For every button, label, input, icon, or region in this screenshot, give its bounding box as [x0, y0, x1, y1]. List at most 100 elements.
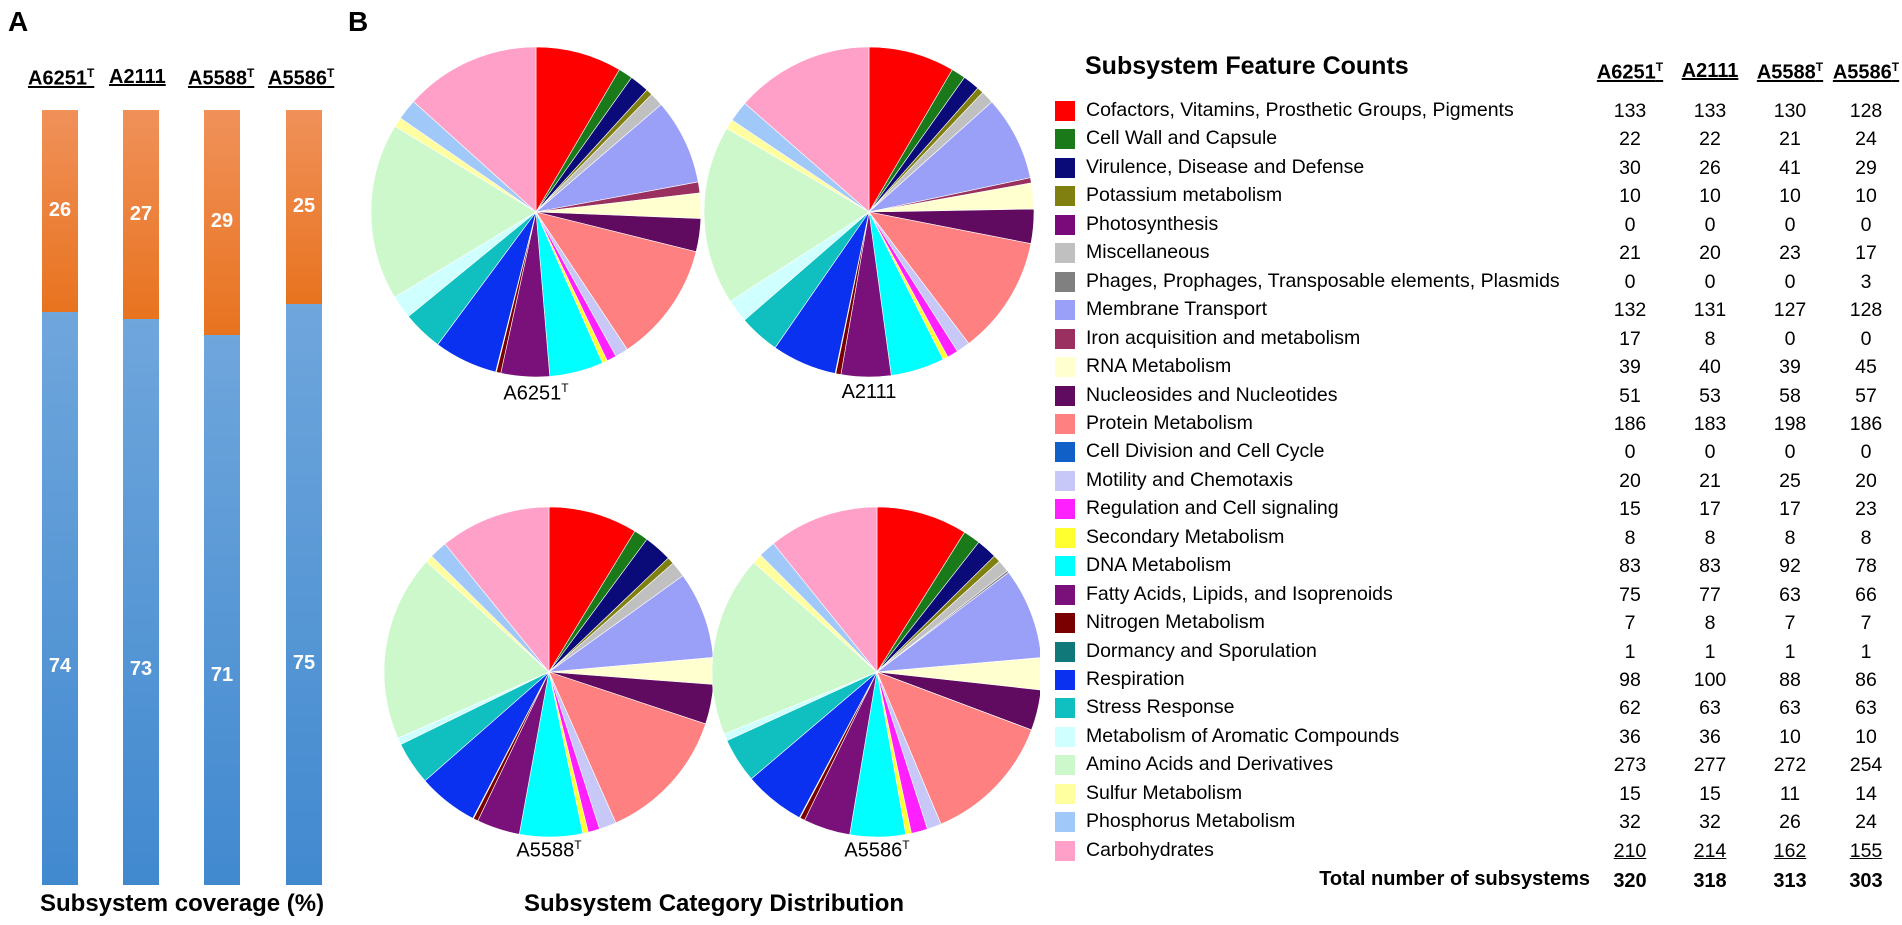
- count-cell: 15: [1619, 782, 1641, 805]
- count-cell: 26: [1779, 811, 1801, 834]
- pie-slice-0-26: [413, 46, 537, 213]
- count-cell: 11: [1779, 782, 1801, 805]
- count-cell: 100: [1693, 669, 1727, 691]
- count-cell: 0: [1784, 270, 1796, 293]
- legend-row: Metabolism of Aromatic Compounds 36 36 10 10: [1053, 724, 1902, 752]
- legend-swatch: [1055, 385, 1075, 406]
- count-cell: 66: [1855, 583, 1877, 606]
- count-cell: 10: [1855, 725, 1877, 748]
- count-cell: 63: [1779, 697, 1801, 720]
- legend-row: Miscellaneous 21 20 23 17: [1053, 240, 1902, 268]
- count-cell: 58: [1779, 384, 1801, 407]
- count-cell: 39: [1619, 356, 1641, 379]
- pie-slice-1-23: [703, 127, 870, 302]
- bar-segment-upper: [286, 110, 322, 304]
- pie-slice-0-7: [534, 104, 699, 213]
- count-cell: 132: [1613, 299, 1647, 322]
- legend-swatch: [1055, 783, 1075, 804]
- pie-slice-3-11: [876, 671, 1032, 825]
- count-cell: 21: [1619, 242, 1641, 265]
- panel-a-letter: A: [8, 6, 29, 37]
- bar-segment-upper: [204, 110, 240, 335]
- bar-value-lower: 73: [129, 658, 153, 680]
- count-cell: 155: [1849, 839, 1883, 862]
- count-cell: 51: [1619, 384, 1641, 407]
- bar-segment-upper: [123, 110, 159, 320]
- count-cell: 23: [1779, 242, 1801, 265]
- count-cell: 75: [1619, 583, 1641, 606]
- count-cell: 14: [1855, 782, 1877, 805]
- count-cell: 88: [1779, 669, 1801, 691]
- bar-segment-lower: [123, 319, 159, 885]
- count-cell: 17: [1619, 327, 1641, 350]
- count-cell: 1: [1624, 640, 1636, 663]
- pie-label-2: A5588T: [516, 838, 582, 862]
- legend-label: Cofactors, Vitamins, Prosthetic Groups, …: [1086, 99, 1514, 121]
- legend-row: RNA Metabolism 39 40 39 45: [1053, 354, 1902, 382]
- count-cell: 0: [1704, 270, 1716, 293]
- bar-value-upper: 27: [129, 202, 153, 225]
- pie-slice-2-26: [444, 506, 550, 673]
- bar-value-upper: 29: [210, 210, 234, 233]
- bar-value-upper: 26: [48, 198, 72, 221]
- count-cell: 21: [1779, 128, 1801, 151]
- bar-label-2: A5588T: [188, 66, 255, 90]
- legend-label: Dormancy and Sporulation: [1086, 639, 1317, 662]
- total-cell-3: 303: [1849, 870, 1883, 892]
- count-cell: 63: [1855, 697, 1877, 720]
- legend-label: Secondary Metabolism: [1086, 525, 1285, 548]
- legend-row: Nucleosides and Nucleotides 51 53 58 57: [1053, 383, 1902, 411]
- legend-swatch: [1055, 812, 1075, 833]
- category-pie-charts: [370, 46, 1040, 838]
- count-cell: 0: [1784, 327, 1796, 350]
- legend-swatch: [1055, 470, 1075, 491]
- legend-swatch: [1055, 357, 1075, 378]
- legend-label: Membrane Transport: [1086, 298, 1267, 321]
- coverage-bar-1: 27 73: [123, 110, 159, 885]
- bar-value-upper: 25: [292, 194, 316, 217]
- count-cell: 0: [1784, 441, 1796, 464]
- legend-row: Motility and Chemotaxis 20 21 25 20: [1053, 468, 1902, 496]
- column-header-0: A6251T: [1596, 60, 1664, 84]
- count-cell: 24: [1855, 811, 1877, 834]
- legend-row: Photosynthesis 0 0 0 0: [1053, 212, 1902, 240]
- legend-swatch: [1055, 840, 1075, 861]
- pie-label-0: A6251T: [503, 381, 569, 405]
- count-cell: 7: [1624, 612, 1636, 635]
- count-cell: 21: [1699, 469, 1721, 492]
- legend-swatch: [1055, 243, 1075, 264]
- count-cell: 186: [1613, 412, 1647, 435]
- legend-row: Carbohydrates 210 214 162 155: [1053, 838, 1902, 866]
- legend-row: Phosphorus Metabolism 32 32 26 24: [1053, 809, 1902, 837]
- count-cell: 40: [1699, 356, 1721, 379]
- count-cell: 131: [1693, 299, 1727, 322]
- count-cell: 10: [1779, 725, 1801, 748]
- legend-row: Regulation and Cell signaling 15 17 17 23: [1053, 496, 1902, 524]
- legend-swatch: [1055, 556, 1075, 577]
- count-cell: 7: [1784, 612, 1796, 635]
- legend-swatch: [1055, 157, 1075, 178]
- legend-row: Potassium metabolism 10 10 10 10: [1053, 183, 1902, 211]
- total-cell-1: 318: [1693, 870, 1727, 892]
- count-cell: 0: [1704, 213, 1716, 236]
- legend-row: DNA Metabolism 83 83 92 78: [1053, 553, 1902, 581]
- legend-label: DNA Metabolism: [1086, 554, 1232, 577]
- count-cell: 20: [1699, 242, 1721, 265]
- pie-label-1: A2111: [841, 381, 897, 403]
- count-cell: 41: [1779, 156, 1801, 179]
- count-cell: 0: [1860, 327, 1872, 350]
- count-cell: 162: [1773, 839, 1807, 862]
- legend-row: Dormancy and Sporulation 1 1 1 1: [1053, 639, 1902, 667]
- count-cell: 36: [1619, 725, 1641, 748]
- legend-row: Cell Wall and Capsule 22 22 21 24: [1053, 126, 1902, 154]
- count-cell: 210: [1613, 839, 1647, 862]
- bar-value-lower: 75: [292, 652, 316, 675]
- legend-label: Cell Division and Cell Cycle: [1086, 440, 1325, 463]
- count-cell: 1: [1784, 640, 1796, 663]
- count-cell: 29: [1855, 156, 1877, 179]
- count-cell: 45: [1855, 356, 1877, 379]
- count-cell: 30: [1619, 156, 1641, 179]
- legend-swatch: [1055, 129, 1075, 150]
- legend-swatch: [1055, 670, 1075, 690]
- pie-2: [383, 506, 715, 838]
